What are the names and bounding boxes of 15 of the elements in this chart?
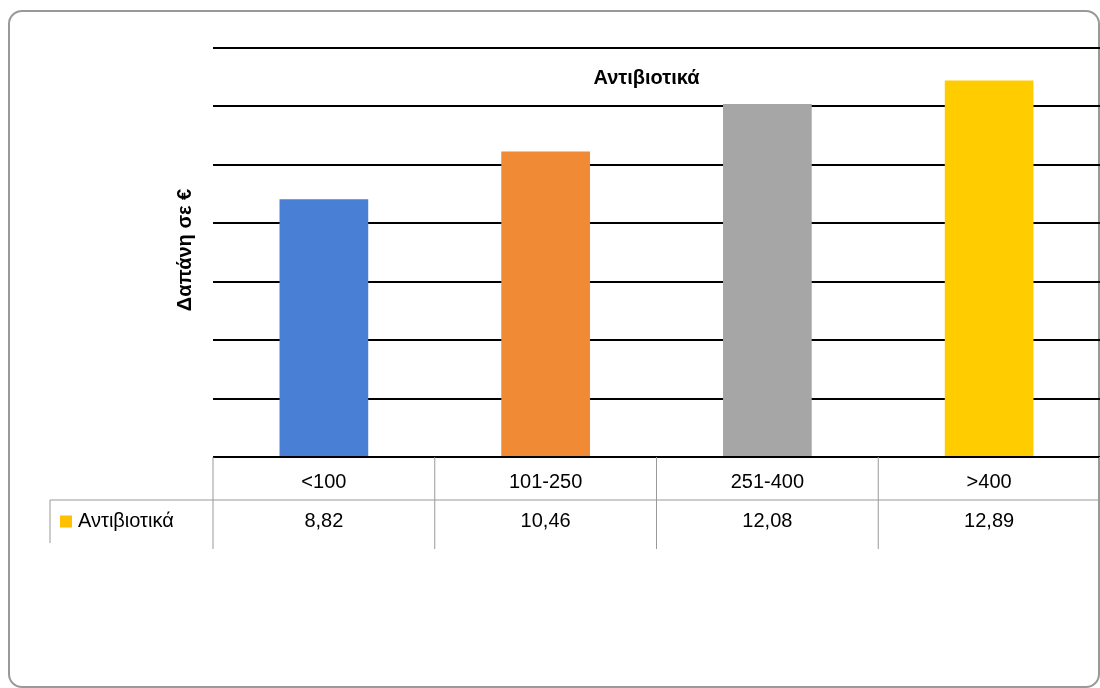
data-label: 12,08 bbox=[742, 509, 793, 532]
y-axis-title: Δαπάνη σε € bbox=[172, 188, 195, 312]
data-label: 8,82 bbox=[304, 509, 344, 532]
data-label: 10,46 bbox=[520, 509, 571, 532]
x-tick-label: 251-400 bbox=[730, 470, 805, 493]
bar bbox=[501, 151, 590, 456]
bar bbox=[944, 80, 1034, 456]
bar bbox=[279, 199, 369, 456]
bar bbox=[723, 104, 812, 456]
text: Αντιβιοτικά bbox=[593, 65, 701, 88]
data-label: 12,89 bbox=[964, 509, 1015, 532]
x-tick-label: 101-250 bbox=[508, 470, 583, 493]
x-tick-label: >400 bbox=[966, 470, 1012, 493]
legend-label: Αντιβιοτικά bbox=[78, 509, 174, 532]
x-tick-label: <100 bbox=[301, 470, 347, 493]
